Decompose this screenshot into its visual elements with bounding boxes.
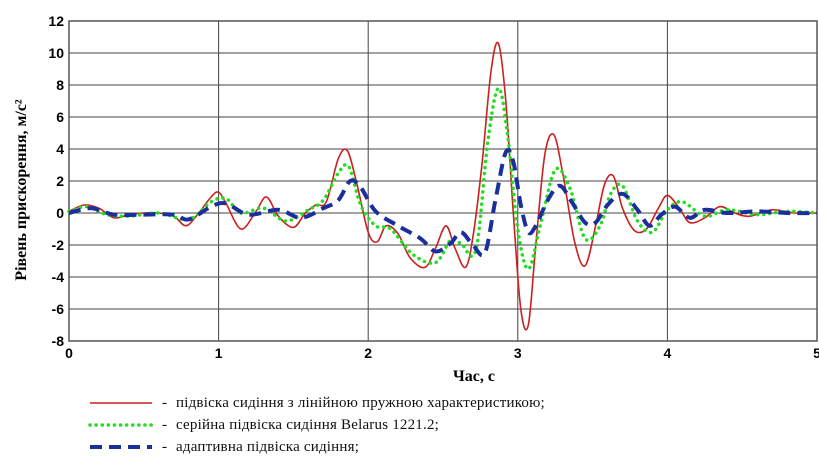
y-tick-label: 12: [48, 13, 64, 29]
y-tick-label: -2: [52, 237, 65, 253]
x-tick-label: 1: [215, 345, 223, 361]
legend-label-serial: серійна підвіска сидіння Belarus 1221.2;: [176, 416, 440, 433]
y-axis-title: Рівень прискорення, м/с²: [13, 99, 30, 281]
y-tick-label: 4: [56, 141, 64, 157]
legend-label-adaptive: адаптивна підвіска сидіння;: [176, 438, 360, 455]
legend-label-linear: підвіска сидіння з лінійною пружною хара…: [176, 394, 545, 411]
y-tick-label: 6: [56, 109, 64, 125]
series-line-2: [67, 86, 819, 271]
legend: - підвіска сидіння з лінійною пружною ха…: [86, 392, 726, 458]
y-tick-label: -8: [52, 333, 65, 349]
x-tick-label: 5: [813, 345, 819, 361]
y-tick-label: 2: [56, 173, 64, 189]
x-axis-title: Час, с: [453, 368, 495, 385]
x-tick-label: 3: [514, 345, 522, 361]
x-tick-label: 2: [364, 345, 372, 361]
series-layer: [67, 41, 819, 331]
legend-swatch-serial: [86, 419, 156, 431]
legend-swatch-adaptive: [86, 441, 156, 453]
y-tick-label: 8: [56, 77, 64, 93]
legend-dash: -: [162, 394, 167, 411]
legend-dash: -: [162, 416, 167, 433]
plot-frame: [68, 20, 818, 342]
grid: [69, 21, 817, 341]
y-tick-label: -6: [52, 301, 65, 317]
legend-item-linear: - підвіска сидіння з лінійною пружною ха…: [86, 392, 726, 414]
legend-dash: -: [162, 438, 167, 455]
y-tick-label: 0: [56, 205, 64, 221]
x-tick-label: 0: [65, 345, 73, 361]
x-tick-label: 4: [664, 345, 672, 361]
legend-item-serial: - серійна підвіска сидіння Belarus 1221.…: [86, 414, 726, 436]
y-tick-label: -4: [52, 269, 65, 285]
series-line-1: [68, 41, 818, 331]
legend-item-adaptive: - адаптивна підвіска сидіння;: [86, 436, 726, 458]
y-tick-label: 10: [48, 45, 64, 61]
series-line-3: [68, 147, 818, 258]
legend-swatch-linear: [86, 397, 156, 409]
